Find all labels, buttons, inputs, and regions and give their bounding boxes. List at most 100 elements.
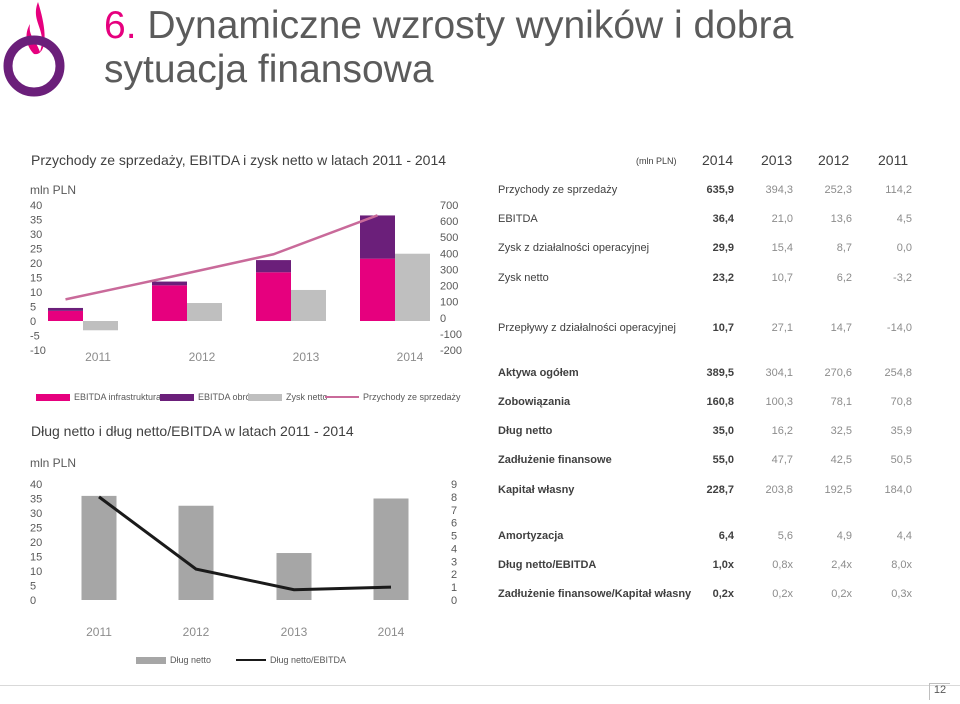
table-cell-2013: 5,6 (777, 530, 793, 542)
title-text: Dynamiczne wzrosty wyników i dobra sytua… (104, 4, 794, 91)
y2-tick-label: 0 (440, 313, 446, 325)
y-tick-label: 35 (30, 494, 42, 506)
bar-zysk-netto (395, 253, 430, 321)
table-cell-2013: 10,7 (771, 272, 793, 284)
y2-tick-label: 9 (451, 479, 457, 491)
table-unit: (mln PLN) (636, 156, 677, 166)
legend-ebitda-obrot: EBITDA obrót (160, 392, 253, 402)
table-cell-2012: 78,1 (830, 396, 852, 408)
x-tick-label: 2011 (85, 350, 111, 364)
legend-swatch-infra (36, 393, 70, 401)
legend-label-zysk: Zysk netto (286, 392, 328, 402)
y-tick-label: 25 (30, 244, 42, 256)
title-number: 6. (104, 4, 137, 47)
y2-tick-label: 2 (451, 569, 457, 581)
legend-swatch-zysk (248, 393, 282, 401)
table-cell-2012: 0,2x (831, 588, 852, 600)
y2-tick-label: 8 (451, 492, 457, 504)
y2-tick-label: 300 (440, 264, 458, 276)
company-logo (3, 2, 65, 97)
y2-tick-label: 500 (440, 232, 458, 244)
table-row-label: Przepływy z działalności operacyjnej (498, 322, 676, 334)
line-przychody (65, 214, 378, 301)
table-cell-2013: 27,1 (771, 322, 793, 334)
bar-ebitda-infrastruktura (256, 272, 291, 321)
table-cell-2012: 4,9 (836, 530, 852, 542)
y2-tick-label: 1 (451, 582, 457, 594)
y-tick-label: 10 (30, 566, 42, 578)
table-cell-2014: 0,2x (712, 588, 734, 600)
y-tick-label: 40 (30, 479, 42, 491)
y-tick-label: -10 (30, 345, 46, 357)
y-tick-label: 25 (30, 523, 42, 535)
table-cell-2012: 270,6 (824, 367, 852, 379)
y2-tick-label: -100 (440, 329, 462, 341)
legend-dlug-netto: Dług netto (136, 655, 211, 665)
table-cell-2011: -14,0 (886, 322, 912, 334)
table-cell-2014: 36,4 (712, 213, 734, 225)
table-cell-2012: 14,7 (830, 322, 852, 334)
legend-swatch-dlug-ebitda (236, 659, 266, 661)
y-tick-label: 5 (30, 581, 36, 593)
y2-tick-label: 5 (451, 531, 457, 543)
y2-tick-label: 0 (451, 595, 457, 607)
y2-tick-label: -200 (440, 345, 462, 357)
table-cell-2012: 6,2 (836, 272, 852, 284)
bar-zysk-netto (187, 303, 222, 321)
table-cell-2014: 6,4 (718, 530, 734, 542)
table-row-label: Przychody ze sprzedaży (498, 184, 618, 196)
year-header-2012: 2012 (818, 152, 850, 168)
table-cell-2011: 0,3x (891, 588, 912, 600)
y2-tick-label: 400 (440, 248, 458, 260)
x-tick-label: 2011 (86, 625, 112, 639)
table-cell-2013: 21,0 (771, 213, 793, 225)
x-tick-label: 2014 (378, 625, 405, 639)
y-tick-label: 0 (30, 316, 36, 328)
table-cell-2013: 100,3 (765, 396, 793, 408)
bar-ebitda-obrot (256, 260, 291, 273)
table-cell-2013: 15,4 (771, 242, 793, 254)
y2-tick-label: 7 (451, 505, 457, 517)
bar-zysk-netto (291, 289, 326, 321)
table-cell-2012: 42,5 (830, 454, 852, 466)
y-tick-label: 15 (30, 273, 42, 285)
table-cell-2011: 50,5 (890, 454, 912, 466)
table-cell-2011: 4,4 (896, 530, 912, 542)
legend-swatch-obrot (160, 393, 194, 401)
bar-ebitda-infrastruktura (152, 285, 187, 321)
year-header-2013: 2013 (761, 152, 793, 168)
y-tick-label: 40 (30, 200, 42, 212)
table-cell-2014: 29,9 (712, 242, 734, 254)
table-row-label: Dług netto/EBITDA (498, 559, 597, 571)
table-row-label: Zysk z działalności operacyjnej (498, 242, 650, 254)
page-title: 6. Dynamiczne wzrosty wyników i dobra sy… (104, 4, 924, 92)
bar-dlug-netto (373, 498, 409, 600)
table-cell-2012: 32,5 (830, 425, 852, 437)
year-header-2014: 2014 (702, 152, 734, 168)
y-tick-label: 10 (30, 287, 42, 299)
legend-label-obrot: EBITDA obrót (198, 392, 254, 402)
chart1-ylabel: mln PLN (30, 183, 77, 197)
table-cell-2014: 55,0 (712, 454, 734, 466)
table-row-label: Zadłużenie finansowe (498, 454, 612, 466)
bar-dlug-netto (276, 553, 312, 600)
y-tick-label: 20 (30, 258, 42, 270)
table-cell-2013: 394,3 (765, 184, 793, 196)
chart2-ylabel: mln PLN (30, 456, 77, 470)
table-cell-2013: 16,2 (771, 425, 793, 437)
line-dlug-ebitda (98, 495, 392, 592)
bar-ebitda-obrot (360, 215, 395, 259)
table-cell-2013: 0,8x (772, 559, 793, 571)
table-cell-2011: 70,8 (890, 396, 912, 408)
table-cell-2014: 23,2 (712, 272, 734, 284)
legend-dlug-ebitda: Dług netto/EBITDA (236, 655, 346, 665)
y2-tick-label: 700 (440, 200, 458, 212)
table-row-label: Aktywa ogółem (498, 367, 579, 379)
table-cell-2014: 389,5 (706, 367, 734, 379)
y-tick-label: 15 (30, 552, 42, 564)
table-cell-2014: 635,9 (706, 184, 734, 196)
y-tick-label: 35 (30, 215, 42, 227)
table-cell-2011: 0,0 (896, 242, 912, 254)
y-tick-label: 20 (30, 537, 42, 549)
